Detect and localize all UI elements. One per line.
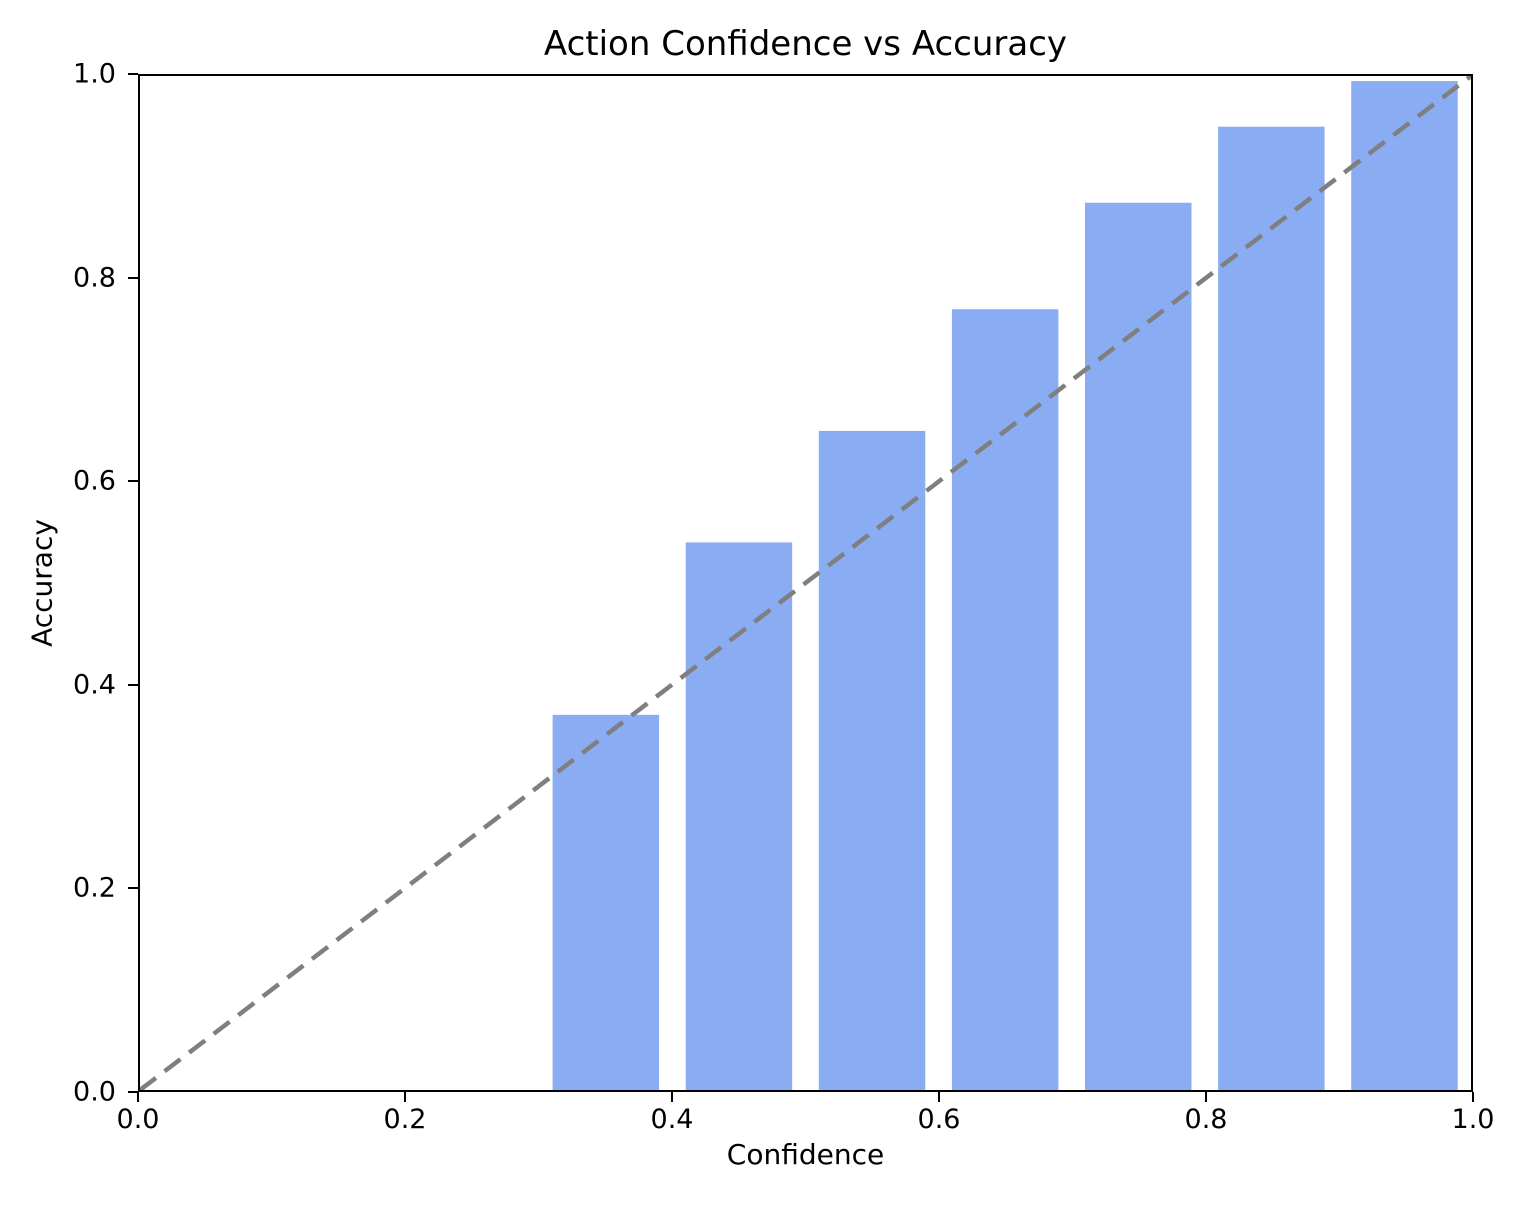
x-axis-tick-label: 0.6	[917, 1104, 961, 1135]
confidence-bin-bar	[685, 542, 793, 1090]
x-axis-tick-mark	[1472, 1092, 1474, 1102]
chart-title: Action Confidence vs Accuracy	[543, 24, 1068, 64]
y-axis-tick-mark	[128, 683, 138, 686]
perfect-calibration-diagonal-line	[140, 76, 1471, 1090]
y-axis-tick-label: 0.0	[73, 1076, 116, 1108]
x-axis-tick-label: 0.4	[650, 1104, 694, 1135]
y-axis-tick-mark	[128, 1091, 138, 1093]
y-axis-tick-mark	[128, 276, 138, 279]
x-axis-tick-mark	[404, 1092, 406, 1102]
x-axis-tick-label: 0.2	[383, 1104, 427, 1135]
x-axis-tick-mark	[938, 1092, 940, 1102]
y-axis-tick-mark	[128, 887, 138, 890]
x-axis-label: Confidence	[726, 1138, 885, 1171]
x-axis-tick-label: 1.0	[1451, 1104, 1495, 1135]
x-axis-tick-mark	[671, 1092, 673, 1102]
confidence-bin-bar	[818, 430, 926, 1090]
y-axis-tick-mark	[128, 480, 138, 483]
y-axis-tick-label: 0.8	[73, 262, 116, 294]
y-axis-tick-label: 0.4	[73, 669, 116, 701]
x-axis-tick-mark	[137, 1092, 139, 1102]
confidence-bin-bar	[552, 714, 660, 1090]
y-axis-tick-label: 0.6	[73, 465, 116, 497]
confidence-bin-bar	[951, 309, 1059, 1090]
x-axis-tick-label: 0.8	[1184, 1104, 1228, 1135]
x-axis-tick-mark	[1205, 1092, 1207, 1102]
plot-area	[138, 74, 1473, 1092]
y-axis-tick-label: 1.0	[73, 58, 116, 90]
y-axis-tick-mark	[128, 73, 138, 75]
confidence-bin-bar	[1085, 202, 1192, 1090]
confidence-bin-bar	[1218, 126, 1325, 1090]
x-axis-tick-label: 0.0	[116, 1104, 160, 1135]
plot-canvas	[140, 76, 1471, 1090]
confidence-bin-bar	[1351, 81, 1458, 1090]
y-axis-label: Accuracy	[25, 519, 59, 647]
y-axis-tick-label: 0.2	[73, 872, 116, 904]
